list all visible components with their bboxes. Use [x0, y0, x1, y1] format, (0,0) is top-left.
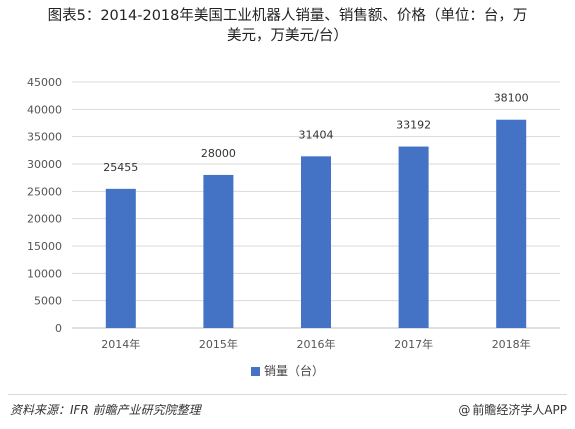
- y-tick-label: 0: [55, 322, 62, 335]
- legend-swatch: [250, 367, 260, 376]
- at-icon: @: [458, 403, 471, 417]
- bar: [203, 174, 234, 328]
- data-label: 25455: [103, 161, 138, 174]
- chart-legend: 销量（台）: [0, 362, 575, 379]
- x-tick-label: 2018年: [492, 337, 531, 351]
- data-label: 31404: [299, 128, 334, 141]
- y-tick-label: 15000: [27, 240, 62, 253]
- y-tick-label: 45000: [27, 76, 62, 89]
- chart-title-line-2: 美元，万美元/台）: [227, 28, 348, 44]
- x-tick-label: 2016年: [297, 337, 336, 351]
- data-label: 38100: [494, 92, 529, 105]
- bar: [496, 119, 527, 328]
- y-tick-label: 20000: [27, 213, 62, 226]
- brand-label: @ 前瞻经济学人APP: [458, 401, 567, 418]
- y-tick-label: 40000: [27, 103, 62, 116]
- x-tick-label: 2017年: [394, 337, 433, 351]
- chart-title: 图表5：2014-2018年美国工业机器人销量、销售额、价格（单位：台，万 美元…: [0, 6, 575, 46]
- legend-label: 销量（台）: [263, 364, 324, 378]
- y-tick-label: 5000: [34, 295, 62, 308]
- bar: [105, 188, 136, 328]
- data-label: 33192: [396, 119, 431, 132]
- y-tick-label: 25000: [27, 185, 62, 198]
- x-tick-label: 2015年: [199, 337, 238, 351]
- data-label: 28000: [201, 147, 236, 160]
- bar: [398, 146, 429, 328]
- y-tick-label: 35000: [27, 131, 62, 144]
- y-tick-label: 10000: [27, 267, 62, 280]
- bar: [301, 156, 331, 328]
- y-tick-label: 30000: [27, 158, 62, 171]
- x-tick-label: 2014年: [101, 337, 140, 351]
- source-note: 资料来源：IFR 前瞻产业研究院整理: [10, 403, 201, 417]
- brand-name: 前瞻经济学人APP: [472, 403, 567, 417]
- chart-title-line-1: 图表5：2014-2018年美国工业机器人销量、销售额、价格（单位：台，万: [47, 8, 528, 24]
- footer-divider: [8, 394, 567, 395]
